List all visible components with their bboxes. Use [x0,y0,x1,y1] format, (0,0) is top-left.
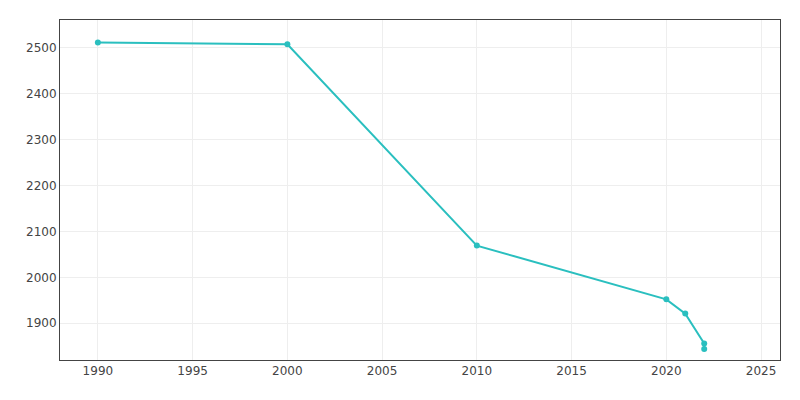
svg-text:2020: 2020 [651,364,682,378]
svg-text:2000: 2000 [272,364,303,378]
svg-text:2015: 2015 [556,364,587,378]
svg-text:2000: 2000 [26,271,57,285]
svg-text:2025: 2025 [746,364,777,378]
svg-text:2100: 2100 [26,225,57,239]
svg-text:2300: 2300 [26,133,57,147]
svg-text:1990: 1990 [83,364,114,378]
svg-text:2200: 2200 [26,179,57,193]
svg-text:2005: 2005 [367,364,398,378]
svg-text:1995: 1995 [177,364,208,378]
svg-text:2500: 2500 [26,41,57,55]
svg-text:1900: 1900 [26,316,57,330]
svg-text:2400: 2400 [26,87,57,101]
svg-text:2010: 2010 [462,364,493,378]
